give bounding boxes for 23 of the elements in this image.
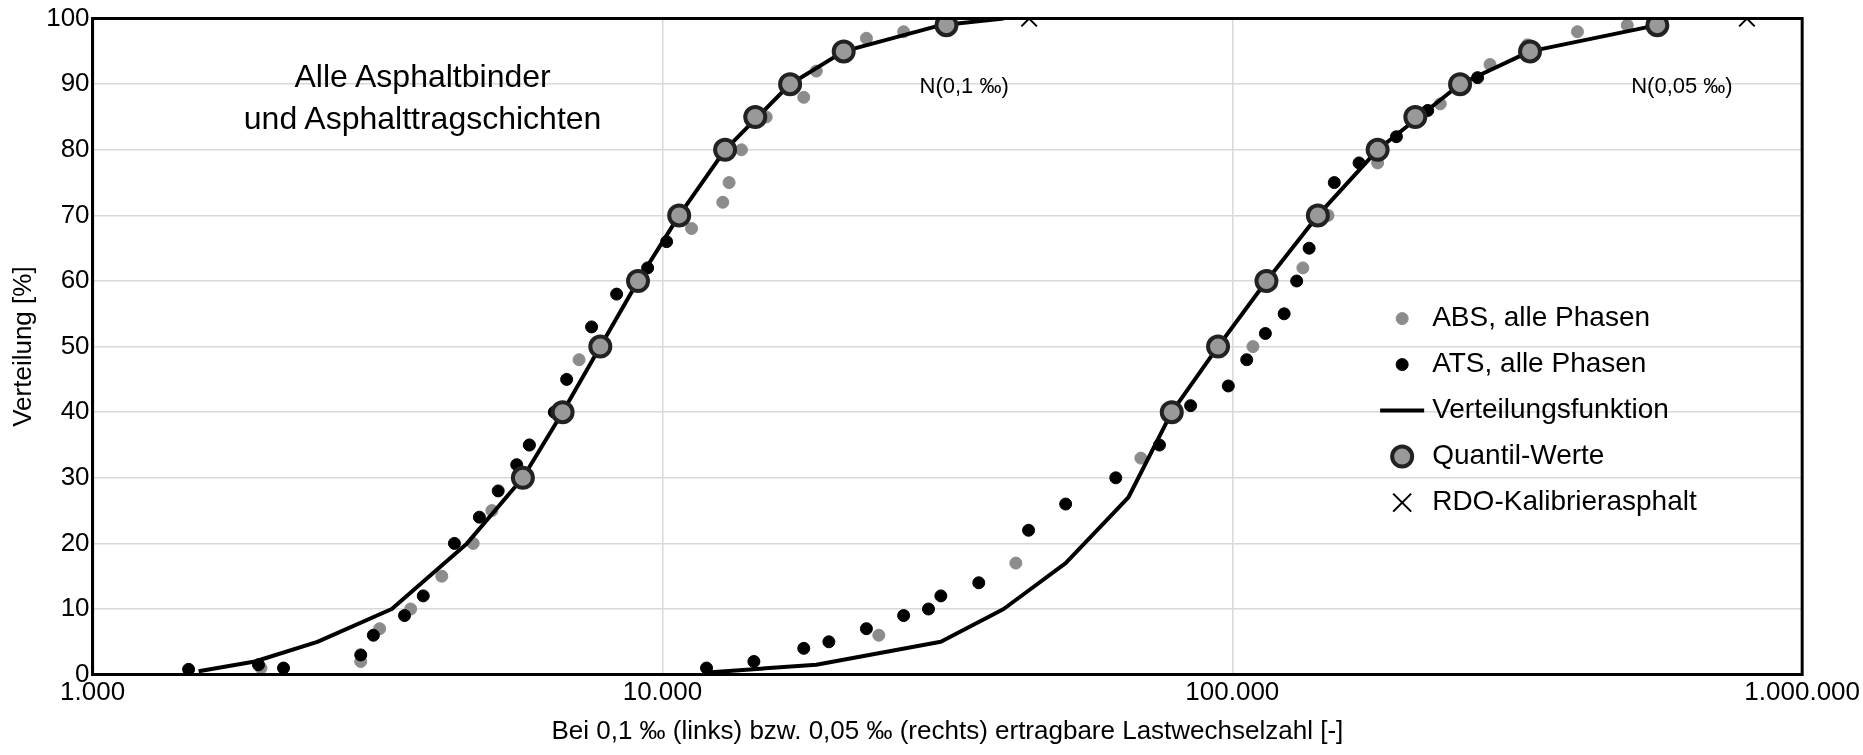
x-axis-title: Bei 0,1 ‰ (links) bzw. 0,05 ‰ (rechts) ertragbare Lastwechselzahl [-] — [551, 714, 1344, 745]
legend-label: Quantil-Werte — [1432, 439, 1605, 471]
y-tick-label: 100 — [46, 1, 90, 32]
annotation: N(0,05 ‰) — [1631, 72, 1733, 98]
y-tick-label: 90 — [60, 67, 90, 98]
legend-label: ATS, alle Phasen — [1432, 347, 1647, 379]
y-tick-label: 50 — [60, 329, 90, 360]
x-tick-label: 1.000.000 — [1744, 676, 1860, 707]
text: Alle Asphaltbinder und Asphalttragschichten — [243, 58, 602, 137]
annotation: N(0,1 ‰) — [919, 72, 1009, 98]
legend-label: RDO-Kalibrierasphalt — [1432, 485, 1697, 517]
legend-label: ABS, alle Phasen — [1432, 301, 1651, 333]
y-axis-title: Verteilung [%] — [6, 266, 37, 427]
y-tick-label: 80 — [60, 132, 90, 163]
x-tick-label: 10.000 — [622, 676, 703, 707]
x-tick-label: 100.000 — [1185, 676, 1280, 707]
y-tick-label: 60 — [60, 264, 90, 295]
y-tick-label: 40 — [60, 395, 90, 426]
y-tick-label: 10 — [60, 592, 90, 623]
legend-label: Verteilungsfunktion — [1432, 393, 1669, 425]
y-tick-label: 20 — [60, 526, 90, 557]
y-tick-label: 70 — [60, 198, 90, 229]
y-tick-label: 30 — [60, 460, 90, 491]
